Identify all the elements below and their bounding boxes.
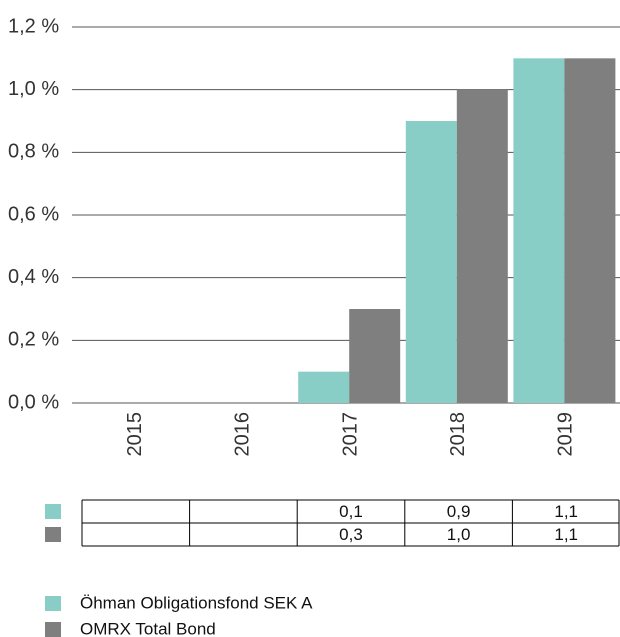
x-tick-label: 2016: [232, 412, 254, 457]
x-tick-label: 2018: [447, 412, 469, 457]
table-cell: 0,3: [339, 525, 363, 544]
legend-swatch: [45, 622, 61, 637]
bar: [513, 58, 565, 403]
table-legend-swatch: [45, 504, 61, 519]
bar: [456, 89, 508, 404]
bar: [298, 371, 350, 403]
bar: [349, 309, 401, 403]
y-tick-label: 0,2 %: [8, 329, 59, 351]
legend-label: OMRX Total Bond: [80, 619, 216, 637]
x-tick-label: 2019: [554, 412, 576, 457]
table-cell: 1,1: [554, 525, 578, 544]
table-cell: 0,1: [339, 502, 363, 521]
table-cell: 0,9: [447, 502, 471, 521]
y-tick-label: 0,4 %: [8, 266, 59, 288]
table-legend-swatch: [45, 527, 61, 542]
y-tick-label: 1,2 %: [8, 15, 59, 37]
bar: [405, 121, 457, 403]
x-tick-label: 2017: [339, 412, 361, 457]
table-cell: 1,0: [447, 525, 471, 544]
y-tick-label: 0,0 %: [8, 391, 59, 413]
legend-swatch: [45, 596, 61, 611]
y-tick-label: 0,6 %: [8, 203, 59, 225]
table-cell: 1,1: [554, 502, 578, 521]
legend-label: Öhman Obligationsfond SEK A: [80, 593, 313, 612]
y-tick-label: 0,8 %: [8, 141, 59, 163]
y-tick-label: 1,0 %: [8, 78, 59, 100]
bar: [564, 58, 616, 403]
x-tick-label: 2015: [124, 412, 146, 457]
